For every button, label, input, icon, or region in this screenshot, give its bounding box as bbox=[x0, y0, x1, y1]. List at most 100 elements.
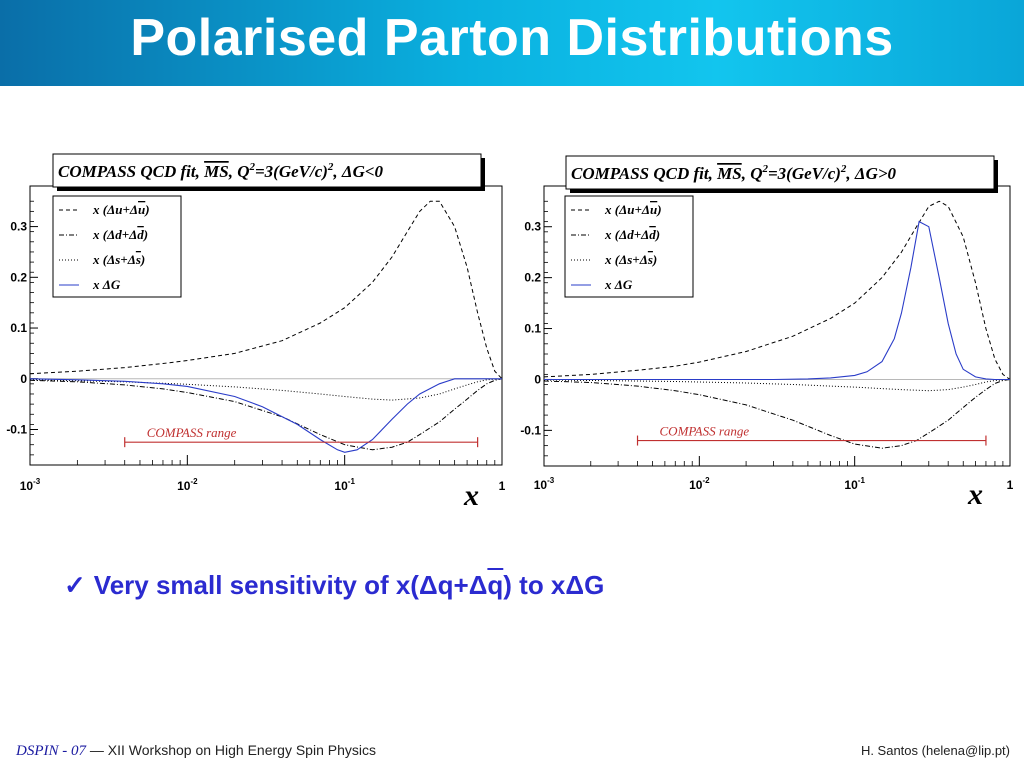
chart-title: COMPASS QCD fit, MS, Q2=3(GeV/c)2, ΔG>0 bbox=[571, 163, 897, 183]
legend-label: x (Δs+Δs) bbox=[604, 252, 657, 267]
legend-label-text: x (Δs+Δ bbox=[92, 252, 136, 267]
bullet-text-pre: Very small sensitivity of x(Δq+Δ bbox=[93, 570, 488, 600]
x-tick-exponent: -3 bbox=[547, 476, 555, 485]
legend-label-bar: d bbox=[137, 227, 144, 242]
chart-title-text: COMPASS QCD fit, bbox=[571, 164, 717, 183]
legend-label: x (Δs+Δs) bbox=[92, 252, 145, 267]
chart-title-ms: MS bbox=[716, 164, 742, 183]
legend-label-text: x (Δu+Δ bbox=[604, 202, 650, 217]
chart-title-text: =3(GeV/c) bbox=[768, 164, 841, 183]
y-tick-label: 0.1 bbox=[524, 322, 541, 336]
x-tick-label: 10-2 bbox=[177, 477, 198, 493]
x-tick-exponent: -1 bbox=[348, 477, 356, 486]
legend-label-text: ) bbox=[652, 252, 657, 267]
title-box bbox=[52, 153, 482, 188]
legend-label-text: x (Δd+Δ bbox=[92, 227, 137, 242]
title-banner: Polarised Parton Distributions bbox=[0, 0, 1024, 86]
x-tick-label: 10-3 bbox=[534, 476, 555, 492]
chart-title: COMPASS QCD fit, MS, Q2=3(GeV/c)2, ΔG<0 bbox=[58, 161, 384, 181]
x-tick-label: 1 bbox=[1007, 478, 1014, 492]
x-axis-label: x bbox=[967, 478, 983, 511]
x-tick-base: 10 bbox=[20, 479, 34, 493]
legend-label-bar: u bbox=[650, 202, 657, 217]
legend-label-text: ) bbox=[655, 227, 660, 242]
x-tick-base: 10 bbox=[689, 478, 703, 492]
bullet-point: ✓ Very small sensitivity of x(Δq+Δq) to x… bbox=[64, 570, 604, 601]
legend-label-bar: d bbox=[649, 227, 656, 242]
legend-label: x ΔG bbox=[604, 277, 633, 292]
series-line bbox=[543, 200, 1011, 380]
y-tick-label: 0.2 bbox=[10, 270, 27, 284]
y-tick-label: 0 bbox=[20, 372, 27, 386]
title-box bbox=[565, 155, 995, 190]
y-tick-label: -0.1 bbox=[520, 423, 541, 437]
checkmark-icon: ✓ bbox=[64, 570, 86, 600]
legend-label: x (Δd+Δd) bbox=[92, 227, 148, 242]
x-tick-exponent: -1 bbox=[858, 476, 866, 485]
footer-left: DSPIN - 07 — XII Workshop on High Energy… bbox=[16, 742, 376, 760]
footer-author: H. Santos (helena@lip.pt) bbox=[860, 743, 1010, 758]
legend-label-text: x ΔG bbox=[604, 277, 633, 292]
series-line bbox=[29, 378, 503, 451]
x-tick-base: 10 bbox=[177, 479, 191, 493]
legend-label-text: ) bbox=[656, 202, 661, 217]
bullet-text-bar: q bbox=[487, 570, 504, 600]
series-line bbox=[29, 200, 503, 380]
series-line bbox=[544, 220, 1010, 381]
x-tick-base: 1 bbox=[499, 479, 506, 493]
x-tick-label: 10-2 bbox=[689, 476, 710, 492]
y-tick-label: 0.2 bbox=[524, 271, 541, 285]
legend-label: x (Δu+Δu) bbox=[604, 202, 662, 217]
x-tick-label: 10-1 bbox=[334, 477, 355, 493]
footer-dash: — bbox=[89, 742, 104, 758]
series-line bbox=[29, 378, 503, 401]
page-title: Polarised Parton Distributions bbox=[130, 9, 894, 67]
legend-label-text: x (Δs+Δ bbox=[604, 252, 648, 267]
range-label: COMPASS range bbox=[147, 425, 237, 440]
x-tick-label: 1 bbox=[499, 479, 506, 493]
legend-label-bar: s bbox=[647, 252, 653, 267]
chart-title-sup: 2 bbox=[761, 163, 768, 175]
chart-title-sup: 2 bbox=[327, 161, 334, 173]
x-tick-base: 10 bbox=[334, 479, 348, 493]
legend-label-text: x ΔG bbox=[92, 277, 121, 292]
y-tick-label: 0.1 bbox=[10, 321, 27, 335]
bullet-text-post: ) to xΔG bbox=[503, 570, 605, 600]
y-tick-label: 0.3 bbox=[524, 220, 541, 234]
conference-name: DSPIN - 07 bbox=[16, 743, 86, 759]
legend-label: x (Δu+Δu) bbox=[92, 202, 150, 217]
chart-title-text: , ΔG>0 bbox=[845, 164, 896, 183]
x-tick-base: 1 bbox=[1007, 478, 1014, 492]
x-tick-exponent: -2 bbox=[702, 476, 710, 485]
x-axis-label: x bbox=[463, 479, 479, 512]
legend-label-bar: s bbox=[135, 252, 141, 267]
legend-label-text: x (Δd+Δ bbox=[604, 227, 649, 242]
chart-title-sup: 2 bbox=[840, 163, 847, 175]
chart-title-text: , Q bbox=[228, 162, 250, 181]
series-line bbox=[29, 378, 502, 453]
legend-box bbox=[564, 195, 694, 298]
chart-title-text: , ΔG<0 bbox=[332, 162, 383, 181]
range-label: COMPASS range bbox=[660, 424, 750, 439]
legend-label-text: ) bbox=[143, 227, 148, 242]
x-tick-exponent: -2 bbox=[190, 477, 198, 486]
x-tick-label: 10-1 bbox=[844, 476, 865, 492]
chart-title-ms: MS bbox=[203, 162, 229, 181]
x-tick-base: 10 bbox=[844, 478, 858, 492]
legend-label: x (Δd+Δd) bbox=[604, 227, 660, 242]
legend-label-text: ) bbox=[140, 252, 145, 267]
y-tick-label: -0.1 bbox=[6, 422, 27, 436]
y-tick-label: 0 bbox=[534, 372, 541, 386]
x-tick-base: 10 bbox=[534, 478, 548, 492]
chart-title-text: , Q bbox=[741, 164, 763, 183]
x-tick-label: 10-3 bbox=[20, 477, 41, 493]
y-tick-label: 0.3 bbox=[10, 220, 27, 234]
chart-title-text: COMPASS QCD fit, bbox=[58, 162, 204, 181]
x-tick-exponent: -3 bbox=[33, 477, 41, 486]
legend-label-bar: u bbox=[138, 202, 145, 217]
legend-box bbox=[52, 195, 182, 298]
chart-title-text: =3(GeV/c) bbox=[255, 162, 328, 181]
